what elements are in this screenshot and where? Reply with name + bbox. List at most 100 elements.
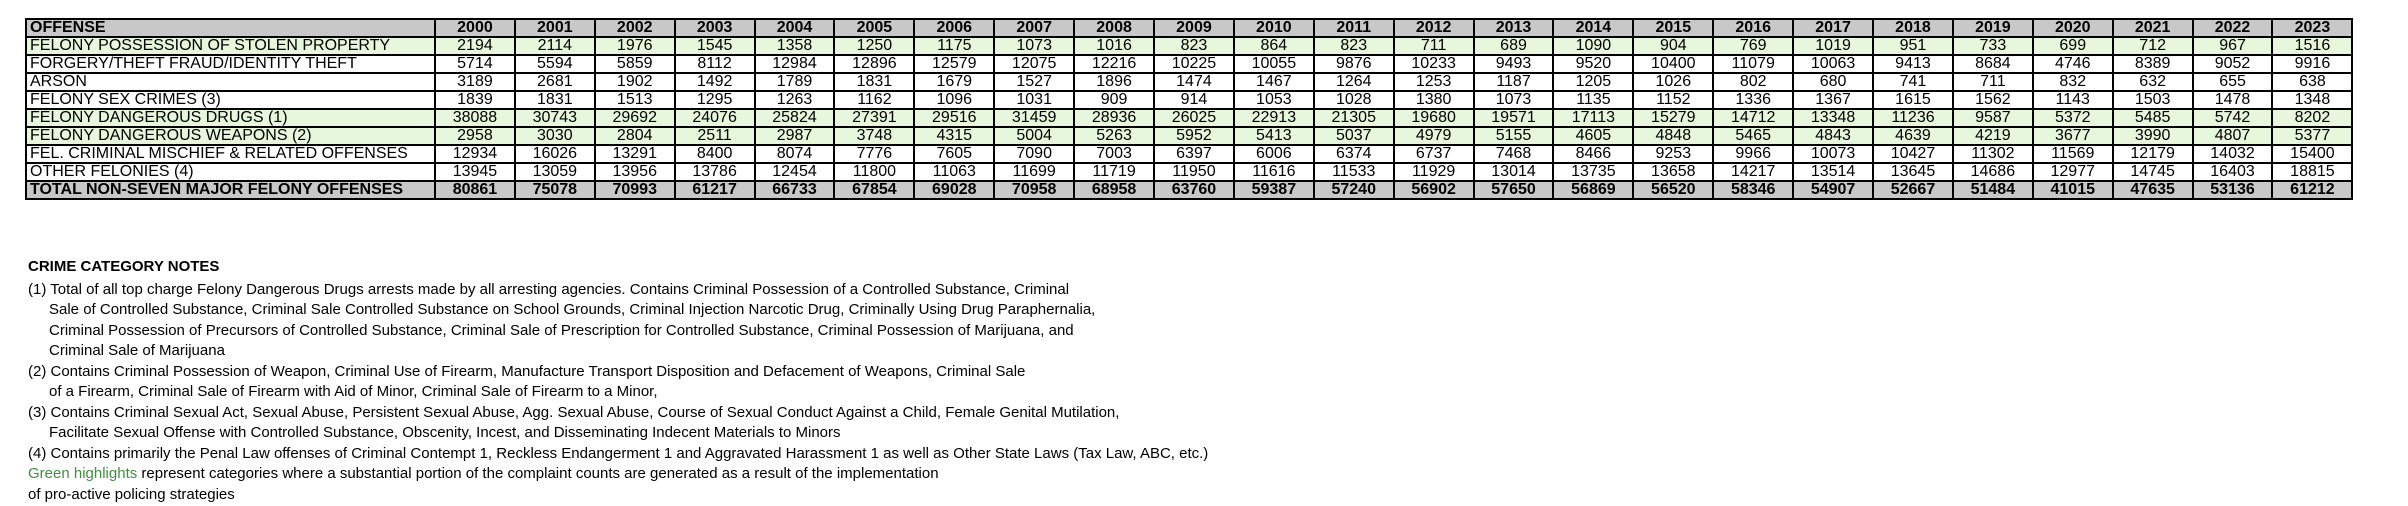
table-cell: 22913	[1232, 108, 1315, 128]
table-cell: 1028	[1312, 90, 1395, 110]
table-cell: 14217	[1712, 162, 1795, 182]
table-cell: 15400	[2271, 144, 2354, 164]
table-cell: 9052	[2191, 54, 2274, 74]
offense-label: FORGERY/THEFT FRAUD/IDENTITY THEFT	[25, 54, 436, 74]
table-cell: 655	[2191, 72, 2274, 92]
header-year: 2000	[434, 18, 516, 38]
table-cell: 61212	[2271, 180, 2354, 200]
green-highlight-text: represent categories where a substantial…	[137, 465, 939, 482]
table-cell: 12454	[753, 162, 836, 182]
table-cell: 832	[2031, 72, 2114, 92]
header-year: 2007	[993, 18, 1076, 38]
note-line: of a Firearm, Criminal Sale of Firearm w…	[49, 383, 658, 400]
table-cell: 1615	[1872, 90, 1954, 110]
table-cell: 7776	[833, 144, 916, 164]
table-cell: 14712	[1712, 108, 1795, 128]
table-cell: 1348	[2271, 90, 2354, 110]
header-year: 2004	[753, 18, 836, 38]
table-cell: 1090	[1552, 36, 1635, 56]
table-cell: 2958	[434, 126, 516, 146]
table-cell: 1053	[1232, 90, 1315, 110]
table-cell: 5859	[593, 54, 676, 74]
table-cell: 1073	[1472, 90, 1555, 110]
table-cell: 1358	[753, 36, 836, 56]
table-cell: 689	[1472, 36, 1555, 56]
notes-title: CRIME CATEGORY NOTES	[28, 258, 220, 275]
table-cell: 52667	[1872, 180, 1954, 200]
table-cell: 57650	[1472, 180, 1555, 200]
table-cell: 10225	[1153, 54, 1235, 74]
table-cell: 9413	[1872, 54, 1954, 74]
table-cell: 1380	[1392, 90, 1475, 110]
header-year: 2010	[1232, 18, 1315, 38]
table-cell: 11302	[1951, 144, 2034, 164]
table-cell: 9493	[1472, 54, 1555, 74]
table-cell: 10063	[1792, 54, 1875, 74]
table-cell: 54907	[1792, 180, 1875, 200]
header-year: 2009	[1153, 18, 1235, 38]
table-row: FELONY DANGEROUS WEAPONS (2) 2958 3030 2804…	[25, 126, 2354, 146]
table-cell: 1016	[1073, 36, 1156, 56]
table-cell: 1562	[1951, 90, 2034, 110]
table-row: FELONY POSSESSION OF STOLEN PROPERTY 2194…	[25, 36, 2354, 56]
table-cell: 1467	[1232, 72, 1315, 92]
table-cell: 1516	[2271, 36, 2354, 56]
table-cell: 4605	[1552, 126, 1635, 146]
table-cell: 1513	[593, 90, 676, 110]
table-cell: 14745	[2111, 162, 2194, 182]
table-cell: 70993	[593, 180, 676, 200]
table-cell: 1143	[2031, 90, 2114, 110]
table-cell: 904	[1632, 36, 1715, 56]
table-row: ARSON 3189 2681 1902 1492 1789 1831 1679 1527 189…	[25, 72, 2354, 92]
table-cell: 16403	[2191, 162, 2274, 182]
table-cell: 6737	[1392, 144, 1475, 164]
table-cell: 38088	[434, 108, 516, 128]
total-row: TOTAL NON-SEVEN MAJOR FELONY OFFENSES 808…	[25, 180, 2354, 200]
table-cell: 56902	[1392, 180, 1475, 200]
table-cell: 27391	[833, 108, 916, 128]
table-cell: 53136	[2191, 180, 2274, 200]
table-cell: 17113	[1552, 108, 1635, 128]
table-cell: 1545	[673, 36, 756, 56]
table-cell: 6397	[1153, 144, 1235, 164]
offense-label: ARSON	[25, 72, 436, 92]
table-cell: 1478	[2191, 90, 2274, 110]
table-cell: 1175	[913, 36, 996, 56]
table-cell: 10055	[1232, 54, 1315, 74]
table-cell: 19680	[1392, 108, 1475, 128]
table-cell: 13945	[434, 162, 516, 182]
table-cell: 632	[2111, 72, 2194, 92]
table-cell: 59387	[1232, 180, 1315, 200]
table-cell: 1152	[1632, 90, 1715, 110]
table-cell: 21305	[1312, 108, 1395, 128]
table-row: FEL. CRIMINAL MISCHIEF & RELATED OFFENSE…	[25, 144, 2354, 164]
table-cell: 1976	[593, 36, 676, 56]
offense-label: FEL. CRIMINAL MISCHIEF & RELATED OFFENSE…	[25, 144, 436, 164]
table-cell: 11699	[993, 162, 1076, 182]
table-cell: 10400	[1632, 54, 1715, 74]
offense-label: TOTAL NON-SEVEN MAJOR FELONY OFFENSES	[25, 180, 436, 200]
table-cell: 7468	[1472, 144, 1555, 164]
table-cell: 4979	[1392, 126, 1475, 146]
table-cell: 3748	[833, 126, 916, 146]
table-cell: 5594	[513, 54, 596, 74]
table-cell: 4639	[1872, 126, 1954, 146]
table-cell: 12075	[993, 54, 1076, 74]
table-cell: 1831	[833, 72, 916, 92]
table-cell: 680	[1792, 72, 1875, 92]
header-year: 2016	[1712, 18, 1795, 38]
note-line: (3) Contains Criminal Sexual Act, Sexual…	[28, 403, 1120, 421]
table-cell: 5263	[1073, 126, 1156, 146]
table-cell: 30743	[513, 108, 596, 128]
note-line: Facilitate Sexual Offense with Controlle…	[49, 424, 841, 441]
table-cell: 741	[1872, 72, 1954, 92]
table-cell: 8400	[673, 144, 756, 164]
green-highlight-note-cont: of pro-active policing strategies	[28, 485, 235, 503]
table-cell: 41015	[2031, 180, 2114, 200]
table-cell: 61217	[673, 180, 756, 200]
table-cell: 1096	[913, 90, 996, 110]
table-cell: 1026	[1632, 72, 1715, 92]
table-cell: 13348	[1792, 108, 1875, 128]
header-year: 2005	[833, 18, 916, 38]
table-cell: 13291	[593, 144, 676, 164]
